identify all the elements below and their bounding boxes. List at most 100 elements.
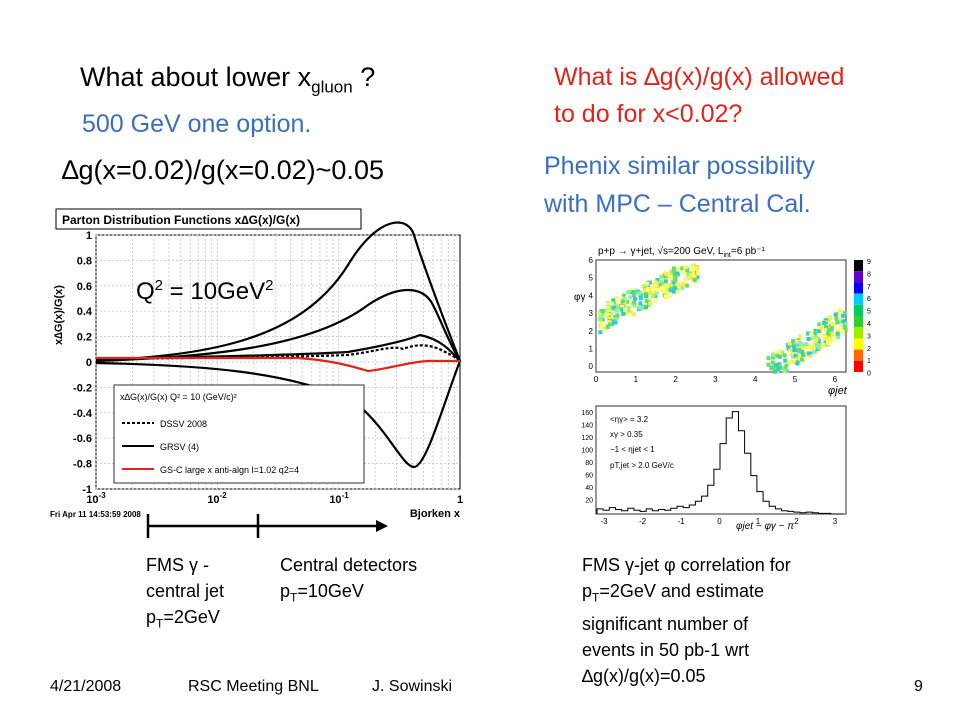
scatter-cell (771, 352, 776, 357)
scatter-x-tick: 5 (793, 375, 798, 384)
scatter-cell (814, 342, 819, 347)
scatter-cell (671, 289, 676, 294)
scatter-cell (680, 282, 685, 287)
scatter-plot: p+p → γ+jet, √s=200 GeV, Lint=6 pb⁻¹ φγ … (574, 245, 871, 397)
scatter-cell (766, 356, 771, 361)
scatter-cell (690, 271, 695, 276)
scatter-cell (814, 338, 819, 343)
scatter-cell (835, 320, 840, 325)
scatter-cell (653, 282, 658, 287)
scatter-cell (784, 368, 789, 373)
z-tick: 9 (867, 259, 871, 266)
scatter-cell (632, 296, 637, 301)
scatter-cell (648, 301, 653, 306)
hist-y-tick: 60 (585, 473, 593, 480)
hist-y-tick: 40 (585, 485, 593, 492)
scatter-cell (625, 290, 630, 295)
scatter-cell (788, 348, 793, 353)
scatter-cell (798, 334, 803, 339)
footer-date: 4/21/2008 (50, 678, 122, 695)
x-tick-1e-2: 10-2 (207, 491, 227, 506)
scatter-cell (793, 353, 798, 358)
scatter-cell (766, 362, 771, 367)
hist-x-tick: 2 (794, 517, 799, 526)
question-lower-x: What about lower xgluon ? (80, 62, 376, 97)
scatter-cell (680, 286, 685, 291)
hist-y-tick: 100 (581, 448, 593, 455)
scatter-cell (803, 352, 808, 357)
scatter-cell (773, 369, 778, 374)
scatter-cell (822, 333, 827, 338)
scatter-cell (807, 353, 812, 358)
scatter-cell (797, 349, 802, 354)
scatter-cell (777, 354, 782, 359)
phenix-line2: with MPC – Central Cal. (544, 190, 811, 218)
scatter-cell (652, 288, 657, 293)
scatter-cell (606, 305, 611, 310)
footer-page-number: 9 (914, 678, 923, 695)
pdf-plot-title: Parton Distribution Functions x∆G(x)/G(x… (62, 213, 300, 227)
scatter-cell (771, 355, 776, 360)
scatter-cell (662, 284, 667, 289)
z-tick: 8 (867, 271, 871, 278)
scatter-cell (624, 310, 629, 315)
scatter-cell (659, 281, 664, 286)
hist-y-tick: 160 (581, 410, 593, 417)
scatter-cell (622, 302, 627, 307)
cut-x-gamma: xγ > 0.35 (610, 430, 643, 439)
scatter-cell (686, 272, 691, 277)
scatter-cell (812, 331, 817, 336)
scatter-cell (623, 307, 628, 312)
scatter-cell (685, 265, 690, 270)
scatter-cell (669, 275, 674, 280)
scatter-cell (816, 329, 821, 334)
scatter-y-tick: 6 (589, 256, 594, 265)
scatter-cell (614, 308, 619, 313)
z-tick: 4 (867, 321, 871, 328)
grsv-max-curve (95, 221, 462, 363)
pdf-plot-ylabel: x∆G(x)/G(x) (53, 285, 65, 345)
scatter-y-tick: 4 (589, 291, 594, 300)
scatter-cell (799, 357, 804, 362)
scatter-cell (840, 330, 845, 335)
scatter-cell (628, 310, 633, 315)
footer-meeting: RSC Meeting BNL (188, 678, 319, 695)
scatter-y-tick: 0 (589, 362, 594, 371)
scatter-cell (816, 339, 821, 344)
scatter-cell (672, 268, 677, 273)
pdf-timestamp: Fri Apr 11 14:53:59 2008 (50, 510, 141, 519)
scatter-cell (665, 284, 670, 289)
cut-pt-jet: pT,jet > 2.0 GeV/c (610, 461, 674, 470)
scatter-ylabel: φγ (574, 292, 585, 303)
scatter-cell (836, 335, 841, 340)
scatter-cell (806, 351, 811, 356)
y-tick: -1 (82, 484, 92, 496)
scatter-x-tick: 3 (713, 375, 718, 384)
scatter-cell (838, 325, 843, 330)
scatter-cell (806, 331, 811, 336)
scatter-cell (791, 354, 796, 359)
scatter-cell (605, 324, 610, 329)
scatter-cell (683, 276, 688, 281)
scatter-cell (777, 362, 782, 367)
scatter-cell (780, 350, 785, 355)
scatter-cell (775, 369, 780, 374)
scatter-cell (625, 299, 630, 304)
scatter-cell (695, 275, 700, 280)
z-tick: 5 (867, 309, 871, 316)
scatter-cell (631, 312, 636, 317)
scatter-cell (659, 274, 664, 279)
ratio-estimate: ∆g(x=0.02)/g(x=0.02)~0.05 (62, 155, 384, 185)
scatter-cell (821, 343, 826, 348)
scatter-y-tick: 2 (589, 327, 594, 336)
scatter-cell (658, 279, 663, 284)
scatter-cell (692, 266, 697, 271)
scatter-cell (782, 353, 787, 358)
scatter-cell (647, 299, 652, 304)
scatter-cell (787, 341, 792, 346)
scatter-cell (621, 311, 626, 316)
scatter-cell (638, 293, 643, 298)
scatter-cell (679, 266, 684, 271)
scatter-y-tick: 3 (589, 309, 594, 318)
scatter-cell (658, 287, 663, 292)
